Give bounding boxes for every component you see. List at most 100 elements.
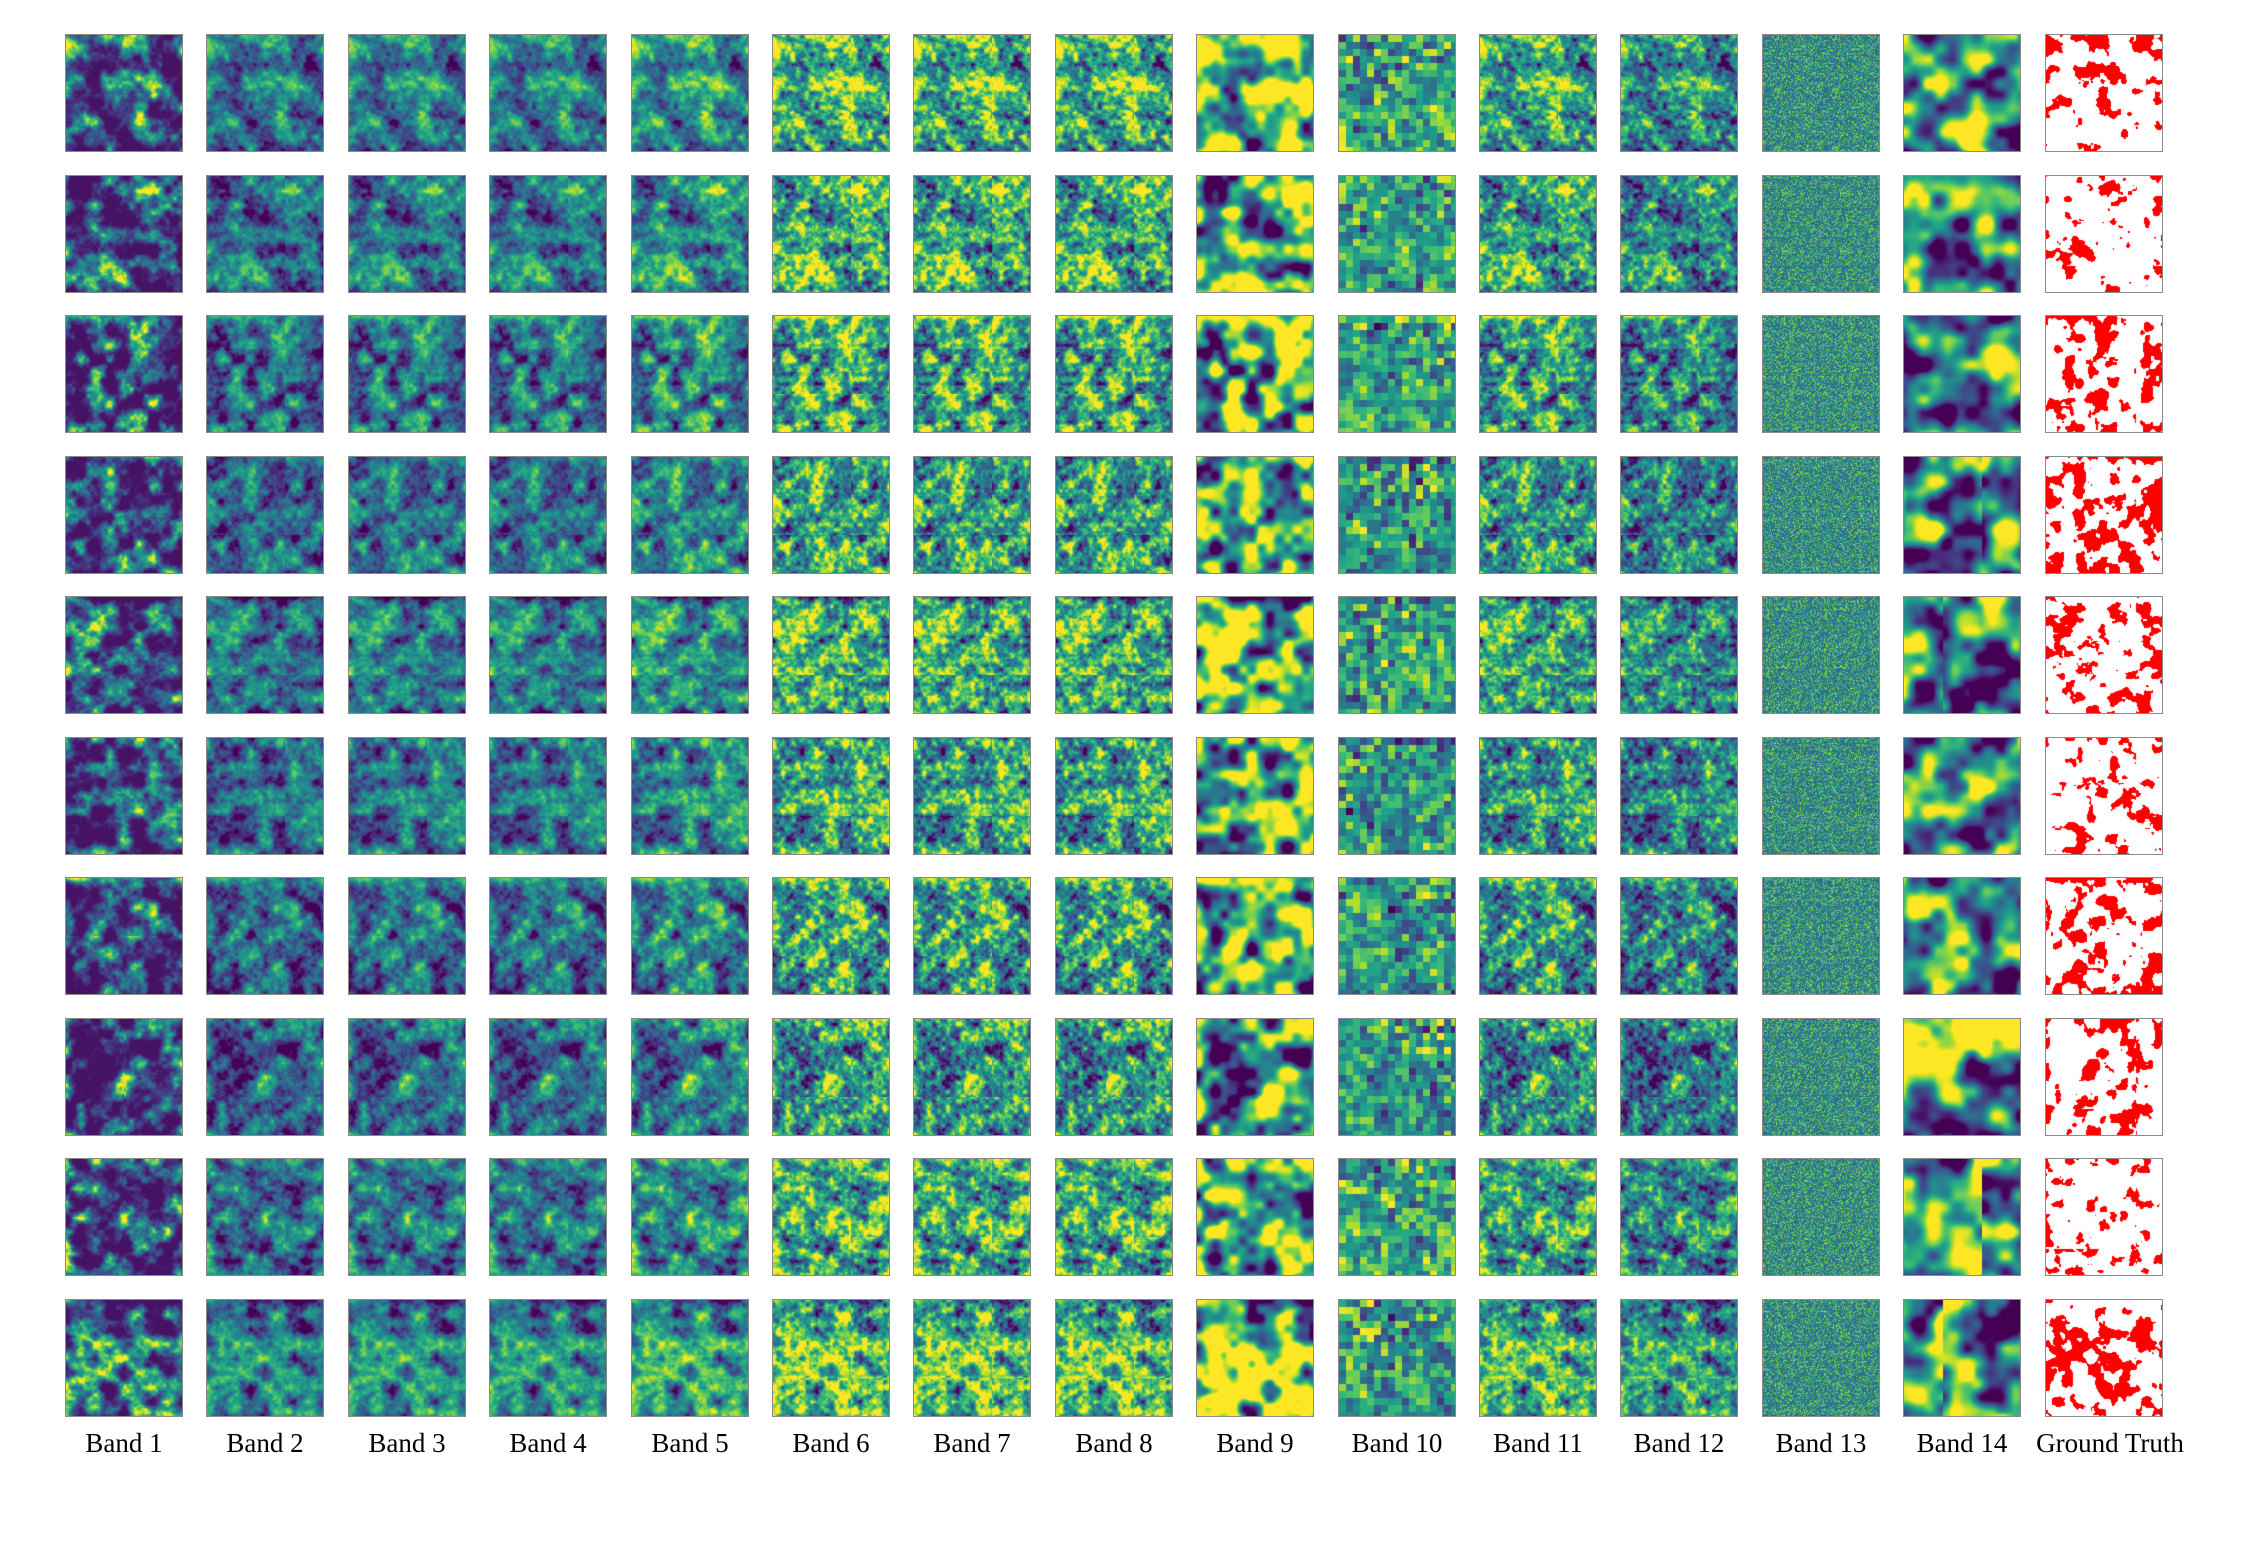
band-image-tile [913, 34, 1031, 152]
band-image-tile [489, 596, 607, 714]
band-image-tile [1055, 1158, 1173, 1276]
band-image-tile [772, 315, 890, 433]
band-image-tile [206, 596, 324, 714]
band-image-tile [348, 315, 466, 433]
band-image-tile [631, 34, 749, 152]
band-image-tile [913, 877, 1031, 995]
band-image-tile [913, 1299, 1031, 1417]
band-image-tile [1055, 34, 1173, 152]
band-image-tile [772, 456, 890, 574]
band-image-tile [1903, 456, 2021, 574]
band-image-tile [1055, 737, 1173, 855]
band-image-tile [1479, 596, 1597, 714]
band-image-tile [1055, 596, 1173, 714]
band-image-tile [348, 1018, 466, 1136]
band-image-tile [348, 456, 466, 574]
ground-truth-mask-image [2045, 34, 2163, 152]
band-image-tile [1479, 1299, 1597, 1417]
band-column-label: Band 13 [1775, 1428, 1867, 1458]
band-image-tile [1196, 34, 1314, 152]
band-image-tile [1338, 175, 1456, 293]
band-image-tile [1196, 1158, 1314, 1276]
band-column-label: Band 12 [1633, 1428, 1725, 1458]
band-image-tile [1762, 1299, 1880, 1417]
band-image-tile [1762, 877, 1880, 995]
band-image-tile [489, 737, 607, 855]
band-image-tile [489, 877, 607, 995]
band-image-tile [772, 1158, 890, 1276]
band-image-tile [631, 1158, 749, 1276]
band-image-tile [1620, 34, 1738, 152]
band-image-tile [1620, 877, 1738, 995]
band-column-label: Band 11 [1493, 1428, 1583, 1458]
band-image-tile [913, 1158, 1031, 1276]
band-image-tile [1903, 1158, 2021, 1276]
band-image-tile [1196, 175, 1314, 293]
band-image-tile [1196, 596, 1314, 714]
band-image-tile [489, 1158, 607, 1276]
band-image-tile [348, 877, 466, 995]
band-image-tile [1762, 175, 1880, 293]
band-image-tile [1903, 737, 2021, 855]
band-image-tile [65, 34, 183, 152]
band-column-label: Band 1 [85, 1428, 163, 1458]
band-column-label: Band 5 [651, 1428, 729, 1458]
band-image-tile [1479, 877, 1597, 995]
band-image-tile [1338, 1299, 1456, 1417]
band-image-tile [1338, 877, 1456, 995]
ground-truth-mask-image [2045, 1299, 2163, 1417]
band-image-tile [489, 1018, 607, 1136]
band-image-tile [1903, 1018, 2021, 1136]
band-image-tile [206, 34, 324, 152]
band-image-tile [65, 1299, 183, 1417]
band-image-tile [631, 1018, 749, 1136]
band-image-tile [206, 877, 324, 995]
band-image-tile [348, 1158, 466, 1276]
band-image-tile [1196, 456, 1314, 574]
band-image-tile [1055, 1018, 1173, 1136]
band-image-tile [1338, 456, 1456, 574]
band-image-tile [1620, 596, 1738, 714]
band-image-tile [1903, 877, 2021, 995]
band-image-tile [206, 175, 324, 293]
band-image-tile [65, 175, 183, 293]
band-image-tile [1620, 175, 1738, 293]
band-image-tile [348, 34, 466, 152]
band-image-tile [489, 175, 607, 293]
band-image-tile [1196, 877, 1314, 995]
band-image-tile [1338, 1018, 1456, 1136]
band-image-tile [1762, 1018, 1880, 1136]
band-image-tile [1620, 1018, 1738, 1136]
band-image-tile [206, 737, 324, 855]
band-image-tile [631, 1299, 749, 1417]
band-image-tile [1903, 596, 2021, 714]
band-image-tile [65, 1158, 183, 1276]
band-image-tile [1338, 315, 1456, 433]
band-image-tile [1479, 315, 1597, 433]
band-column-label: Band 2 [226, 1428, 304, 1458]
band-image-tile [1338, 596, 1456, 714]
band-image-tile [1479, 456, 1597, 574]
band-image-tile [1903, 175, 2021, 293]
band-image-tile [1762, 315, 1880, 433]
ground-truth-mask-image [2045, 1018, 2163, 1136]
band-image-tile [772, 34, 890, 152]
band-image-tile [65, 737, 183, 855]
ground-truth-mask-image [2045, 315, 2163, 433]
band-image-tile [1762, 596, 1880, 714]
band-image-tile [1903, 1299, 2021, 1417]
ground-truth-column-label: Ground Truth [2036, 1428, 2184, 1458]
band-image-tile [1196, 737, 1314, 855]
band-image-tile [489, 34, 607, 152]
band-image-tile [65, 596, 183, 714]
band-image-tile [913, 1018, 1031, 1136]
band-image-tile [631, 175, 749, 293]
band-image-tile [206, 1018, 324, 1136]
band-image-tile [65, 877, 183, 995]
band-image-tile [1338, 737, 1456, 855]
band-image-tile [348, 737, 466, 855]
ground-truth-mask-image [2045, 596, 2163, 714]
band-image-tile [772, 877, 890, 995]
band-image-tile [913, 456, 1031, 574]
